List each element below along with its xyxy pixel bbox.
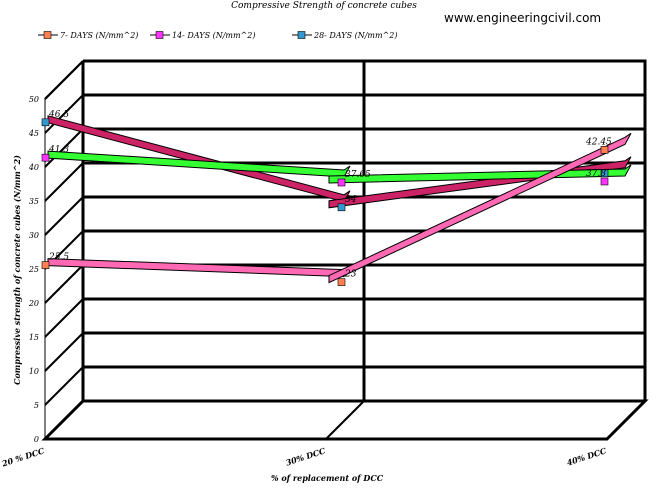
x-axis-title: % of replacement of DCC — [271, 473, 384, 483]
y-tick-label: 0 — [34, 435, 39, 444]
data-labels: 25.5 23 42.45 41.3 37.65 37.8 46.5 34 — [48, 110, 612, 280]
data-label: 37.8 — [586, 169, 606, 179]
y-axis-title: Compressive strength of concrete cubes (… — [12, 155, 22, 385]
y-axis: 0 5 10 15 20 25 30 35 40 45 50 — [28, 95, 39, 444]
data-label: 25.5 — [48, 253, 69, 263]
data-label: 37.65 — [345, 170, 371, 180]
legend-marker — [155, 31, 164, 39]
side-gridline — [44, 94, 84, 134]
watermark: www.engineeringcivil.com — [444, 11, 601, 25]
data-label: 46.5 — [48, 110, 69, 120]
data-point-marker — [41, 153, 50, 162]
side-gridline — [44, 196, 84, 236]
data-point-marker — [41, 118, 50, 127]
side-gridline — [44, 128, 84, 168]
series-ribbon — [328, 164, 632, 184]
legend-marker — [43, 31, 52, 39]
data-point-marker — [600, 146, 609, 154]
x-tick-label: 20 % DCC — [0, 445, 46, 469]
series-ribbon — [47, 258, 351, 278]
side-gridline — [44, 298, 84, 338]
side-gridline — [44, 264, 84, 304]
y-tick-label: 35 — [29, 197, 39, 206]
data-label: 23 — [344, 270, 357, 280]
y-tick-label: 50 — [29, 95, 39, 104]
data-label: 34 — [345, 195, 357, 205]
side-top-edge — [44, 60, 84, 100]
y-tick-label: 20 — [28, 299, 39, 308]
series-ribbons — [47, 115, 632, 284]
x-tick-label: 40% DCC — [565, 445, 608, 467]
data-point-marker — [337, 178, 346, 187]
side-gridline — [44, 332, 84, 372]
data-label: 42.45 — [585, 137, 612, 147]
floor-category-line — [44, 400, 84, 440]
legend-label: 28- DAYS (N/mm^2) — [313, 31, 398, 40]
floor-category-line — [325, 400, 365, 440]
y-tick-label: 15 — [29, 333, 39, 342]
data-label: 41.3 — [48, 145, 69, 155]
y-tick-label: 10 — [29, 367, 39, 376]
legend-label: 7- DAYS (N/mm^2) — [60, 31, 138, 40]
plot-area — [41, 59, 649, 441]
side-gridline — [44, 366, 84, 406]
y-tick-label: 5 — [34, 401, 39, 410]
legend-label: 14- DAYS (N/mm^2) — [172, 31, 256, 40]
data-point-marker — [600, 169, 609, 178]
legend-marker — [297, 31, 306, 39]
data-point-marker — [337, 203, 346, 212]
y-tick-label: 45 — [28, 129, 39, 138]
series-markers — [41, 118, 609, 286]
y-tick-label: 40 — [28, 163, 39, 172]
floor-category-line — [606, 400, 646, 440]
data-point-marker — [600, 177, 609, 186]
data-point-marker — [337, 278, 346, 286]
y-tick-label: 25 — [28, 265, 39, 274]
series-ribbon — [328, 132, 632, 284]
chart-title: Compressive Strength of concrete cubes — [231, 1, 417, 11]
legend: 7- DAYS (N/mm^2) 14- DAYS (N/mm^2) 28- DAY… — [38, 31, 398, 40]
side-gridline — [44, 162, 84, 202]
data-point-marker — [41, 261, 50, 269]
y-tick-label: 30 — [29, 231, 39, 240]
x-tick-label: 30% DCC — [284, 445, 327, 467]
x-axis: 20 % DCC 30% DCC 40% DCC — [0, 445, 608, 469]
